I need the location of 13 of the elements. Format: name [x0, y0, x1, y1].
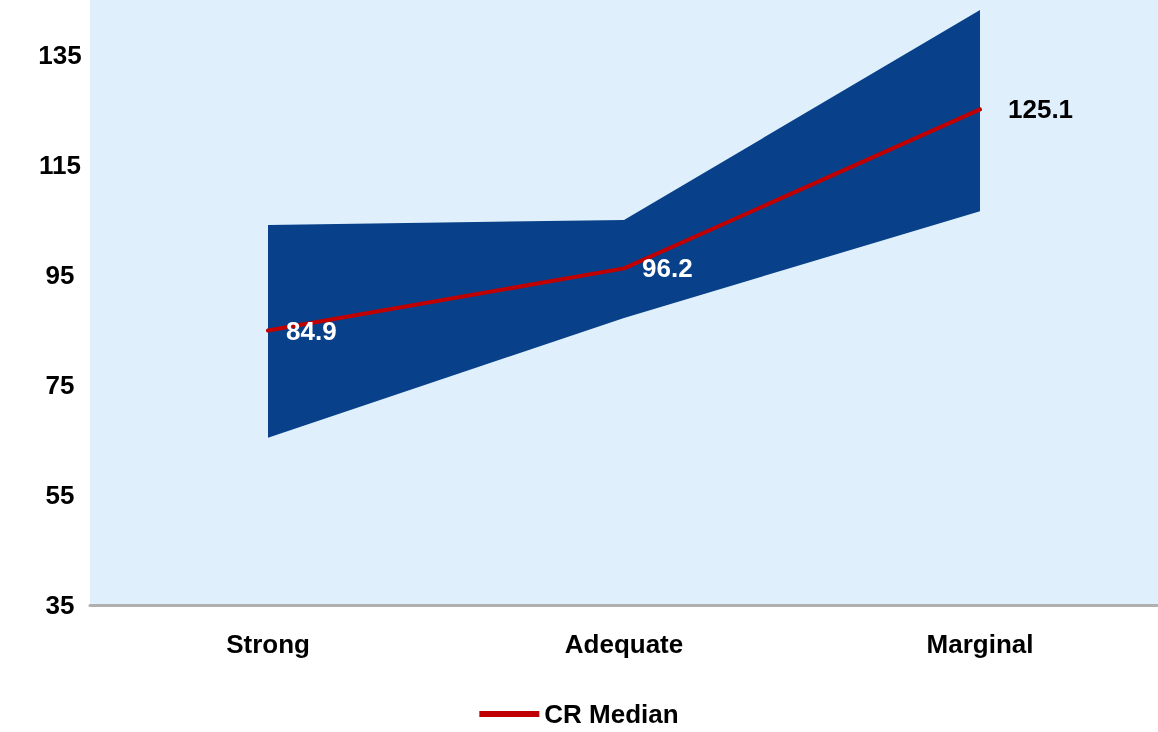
y-tick-label: 35	[45, 590, 75, 620]
y-tick-label: 115	[39, 150, 81, 180]
data-label: 84.9	[286, 315, 337, 346]
data-label: 125.1	[1008, 94, 1074, 125]
y-tick-label: 75	[45, 370, 75, 400]
x-tick-label: Marginal	[926, 629, 1034, 659]
y-tick-label: 55	[45, 480, 75, 510]
x-tick-label: Adequate	[564, 629, 684, 659]
y-tick-label: 95	[45, 260, 75, 290]
y-tick-label: 135	[38, 40, 82, 70]
legend-label: CR Median	[544, 699, 679, 729]
data-label: 96.2	[642, 253, 693, 284]
x-tick-label: Strong	[226, 629, 310, 659]
